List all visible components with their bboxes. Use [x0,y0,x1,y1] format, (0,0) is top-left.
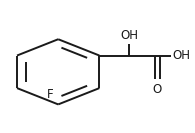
Text: OH: OH [172,49,190,62]
Text: O: O [153,83,162,96]
Text: F: F [47,88,54,101]
Text: OH: OH [121,29,138,42]
